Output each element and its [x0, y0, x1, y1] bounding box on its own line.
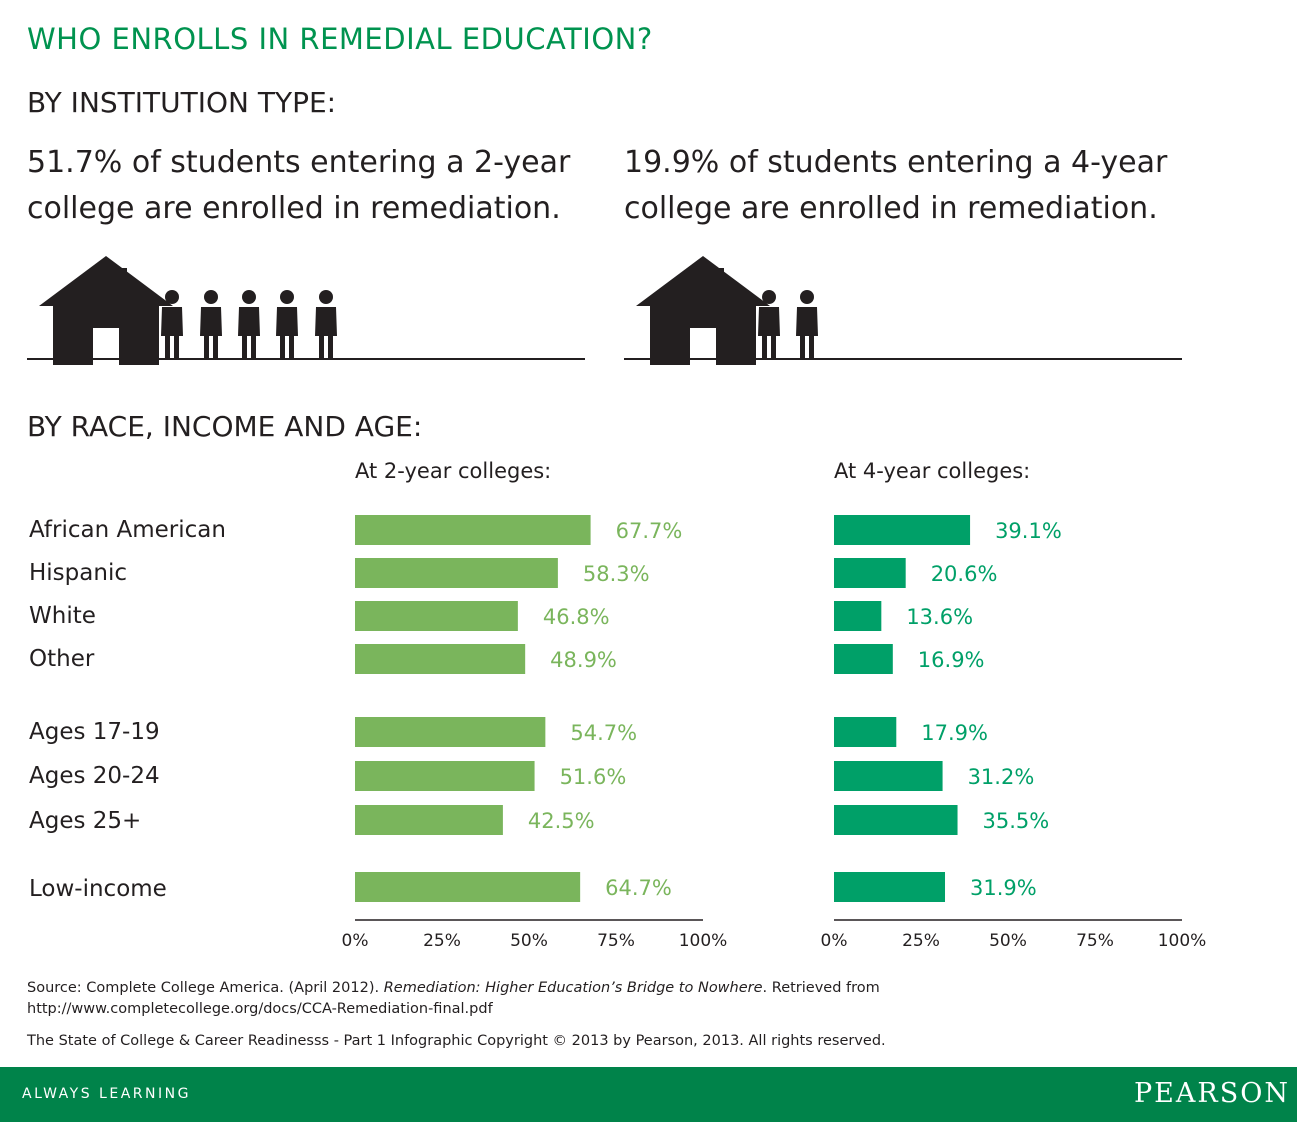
house-icon: [39, 256, 173, 365]
bar: [834, 717, 897, 747]
source-citation: Source: Complete College America. (April…: [27, 978, 880, 998]
two-year-illustration: [27, 256, 585, 365]
person-icon: [200, 290, 222, 360]
four-year-statement-line2: college are enrolled in remediation.: [624, 191, 1158, 226]
data-label: 58.3%: [583, 562, 650, 586]
category-label: Ages 25+: [29, 808, 142, 834]
bar: [834, 515, 971, 545]
bar: [355, 717, 546, 747]
x-tick-label: 25%: [423, 931, 461, 951]
source-citation-text: Complete College America. (April 2012).: [86, 980, 380, 996]
bar: [355, 805, 503, 835]
x-tick-label: 100%: [679, 931, 728, 951]
person-icon: [315, 290, 337, 360]
chart-title-two-year: At 2-year colleges:: [355, 459, 552, 483]
person-icon: [238, 290, 260, 360]
two-year-statement: 51.7% of students entering a 2-year coll…: [27, 140, 570, 232]
section-title-institution: BY INSTITUTION TYPE:: [27, 86, 337, 119]
footer-tagline: ALWAYS LEARNING: [22, 1086, 191, 1102]
category-label: Low-income: [29, 876, 167, 902]
page-title: WHO ENROLLS IN REMEDIAL EDUCATION?: [27, 22, 653, 56]
x-tick-label: 50%: [989, 931, 1027, 951]
bar-chart-two-year: 67.7% 58.3% 46.8% 48.9% 54.7% 51.6% 42.5% 64.7%…: [342, 515, 728, 951]
bar: [355, 761, 535, 791]
x-tick-label: 0%: [342, 931, 369, 951]
data-label: 20.6%: [931, 562, 998, 586]
chart-title-four-year: At 4-year colleges:: [834, 459, 1031, 483]
bar: [834, 558, 906, 588]
data-label: 64.7%: [605, 876, 672, 900]
source-suffix: . Retrieved from: [762, 980, 880, 996]
house-icon: [636, 256, 770, 365]
four-year-illustration: [624, 256, 1182, 365]
x-tick-label: 25%: [902, 931, 940, 951]
category-label: Hispanic: [29, 560, 127, 586]
data-label: 13.6%: [906, 605, 973, 629]
bar: [834, 644, 893, 674]
data-label: 48.9%: [550, 648, 617, 672]
x-tick-label: 100%: [1158, 931, 1207, 951]
bar: [355, 601, 518, 631]
source-title: Remediation: Higher Education’s Bridge t…: [383, 980, 763, 996]
data-label: 35.5%: [983, 809, 1050, 833]
two-year-statement-line2: college are enrolled in remediation.: [27, 191, 561, 226]
bar: [834, 761, 943, 791]
data-label: 54.7%: [570, 721, 637, 745]
x-tick-label: 0%: [821, 931, 848, 951]
person-icon: [796, 290, 818, 360]
two-year-statement-line1: 51.7% of students entering a 2-year: [27, 145, 571, 180]
bar: [834, 805, 958, 835]
category-label: Other: [29, 646, 95, 672]
data-label: 51.6%: [560, 765, 627, 789]
data-label: 67.7%: [616, 519, 683, 543]
data-label: 16.9%: [918, 648, 985, 672]
ground-line: [27, 358, 585, 360]
category-label: White: [29, 603, 96, 629]
bar: [355, 644, 526, 674]
bar: [355, 558, 558, 588]
bar: [834, 872, 946, 902]
bar: [834, 601, 882, 631]
data-label: 17.9%: [921, 721, 988, 745]
category-label: Ages 17-19: [29, 719, 160, 745]
ground-line: [624, 358, 1182, 360]
x-tick-label: 50%: [510, 931, 548, 951]
data-label: 31.9%: [970, 876, 1037, 900]
category-label: African American: [29, 517, 226, 543]
pearson-logo: PEARSON: [1134, 1078, 1290, 1109]
footer-bar: [0, 1067, 1297, 1122]
bar-chart-four-year: 39.1% 20.6% 13.6% 16.9% 17.9% 31.2% 35.5% 31.9%…: [821, 515, 1207, 951]
source-prefix: Source:: [27, 980, 82, 996]
data-label: 42.5%: [528, 809, 595, 833]
x-tick-label: 75%: [597, 931, 635, 951]
data-label: 39.1%: [995, 519, 1062, 543]
x-tick-label: 75%: [1076, 931, 1114, 951]
bar: [355, 515, 591, 545]
source-url: http://www.completecollege.org/docs/CCA-…: [27, 1001, 493, 1017]
bar: [355, 872, 581, 902]
four-year-statement-line1: 19.9% of students entering a 4-year: [624, 145, 1168, 180]
person-icon: [276, 290, 298, 360]
institution-illustrations: [27, 256, 1182, 365]
copyright-notice: The State of College & Career Readinesss…: [27, 1033, 886, 1049]
section-title-demographics: BY RACE, INCOME AND AGE:: [27, 410, 423, 443]
data-label: 46.8%: [543, 605, 610, 629]
category-label: Ages 20-24: [29, 763, 160, 789]
data-label: 31.2%: [968, 765, 1035, 789]
four-year-statement: 19.9% of students entering a 4-year coll…: [624, 140, 1167, 232]
